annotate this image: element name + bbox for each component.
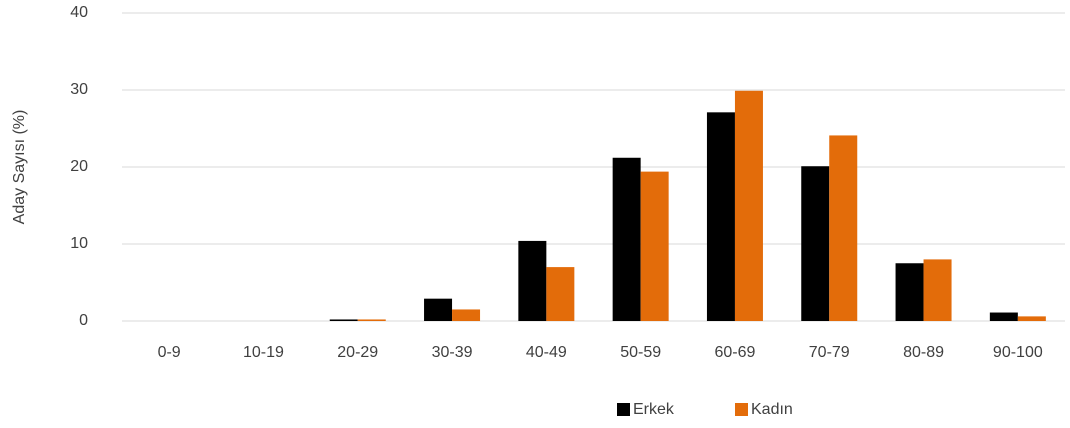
bar (706, 112, 735, 321)
y-axis-label: Aday Sayısı (%) (11, 110, 28, 225)
bar (357, 319, 386, 321)
y-tick-label: 0 (79, 312, 88, 329)
bar (829, 135, 858, 321)
bar (801, 166, 830, 321)
legend-label: Kadın (751, 401, 793, 418)
y-tick-label: 40 (70, 4, 88, 21)
bar (640, 171, 669, 321)
legend-swatch (735, 403, 748, 416)
bar (734, 90, 763, 322)
bar (424, 298, 453, 321)
bar (612, 157, 641, 321)
x-tick-label: 60-69 (714, 344, 755, 361)
bar (546, 267, 575, 321)
x-tick-label: 40-49 (526, 344, 567, 361)
x-tick-label: 70-79 (809, 344, 850, 361)
bar (518, 240, 547, 321)
bar (329, 319, 358, 321)
bar (923, 259, 952, 321)
x-tick-label: 0-9 (158, 344, 181, 361)
bar (1017, 316, 1046, 321)
legend-label: Erkek (633, 401, 675, 418)
x-tick-label: 20-29 (337, 344, 378, 361)
y-tick-label: 30 (70, 81, 88, 98)
y-tick-label: 10 (70, 235, 88, 252)
x-tick-label: 90-100 (993, 344, 1043, 361)
legend-swatch (617, 403, 630, 416)
bar (895, 263, 924, 321)
x-tick-label: 10-19 (243, 344, 284, 361)
x-tick-label: 30-39 (432, 344, 473, 361)
bar (452, 309, 481, 321)
y-tick-label: 20 (70, 158, 88, 175)
bar (989, 312, 1018, 321)
x-tick-label: 80-89 (903, 344, 944, 361)
x-tick-label: 50-59 (620, 344, 661, 361)
